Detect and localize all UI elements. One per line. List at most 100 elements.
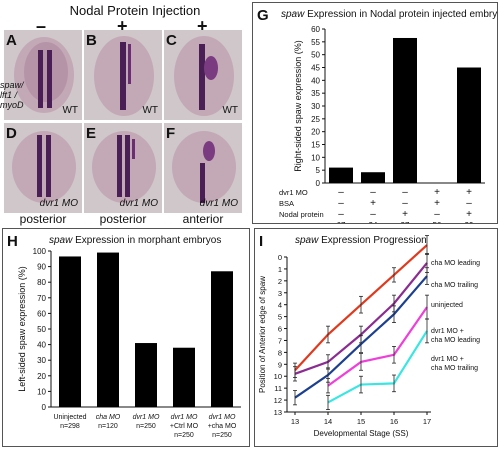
chart-g-letter: G — [257, 7, 269, 24]
i-legend-label: cha MO trailing — [431, 365, 478, 372]
h-xtick-label: cha MO — [96, 414, 121, 421]
embryo-caption2-d: posterior — [19, 212, 67, 226]
g-bar — [393, 37, 417, 183]
i-series-line — [327, 330, 428, 404]
g-ytick-label: 25 — [311, 115, 320, 124]
i-ytick-label: 3 — [278, 289, 282, 298]
g-ytick-label: 50 — [311, 51, 320, 60]
i-legend-label: cha MO trailing — [431, 282, 478, 289]
g-table-mark: 50 — [433, 221, 442, 223]
h-ytick-label: 40 — [37, 341, 46, 350]
g-table-mark: 37 — [401, 221, 410, 223]
embryo-cell-f: F dvr1 MO — [164, 123, 242, 213]
h-ytick-label: 0 — [42, 403, 47, 412]
h-xtick-label: n=250 — [212, 432, 232, 439]
h-bar — [173, 347, 195, 407]
i-legend-label: cha MO leading — [431, 337, 480, 344]
embryo-caption-a: WT — [62, 105, 78, 116]
h-xtick-label: dvr1 MO — [133, 414, 160, 421]
h-xtick-label: Uninjected — [53, 414, 86, 421]
embryo-image-e — [84, 123, 162, 213]
h-xtick-label: dvr1 MO — [209, 414, 236, 421]
g-table-mark: – — [338, 209, 344, 220]
g-table-mark: – — [338, 187, 344, 198]
i-legend-label: dvr1 MO + — [431, 356, 464, 363]
i-ytick-label: 8 — [278, 348, 282, 357]
g-ytick-label: 35 — [311, 89, 320, 98]
h-bar — [135, 343, 157, 407]
column-sign-2: + — [117, 16, 128, 36]
g-ytick-label: 40 — [311, 76, 320, 85]
embryo-letter-c: C — [166, 32, 177, 49]
g-table-mark: – — [370, 187, 376, 198]
i-ytick-label: 7 — [278, 336, 282, 345]
g-ylabel: Right-sided spaw expression (%) — [293, 40, 303, 172]
embryo-letter-b: B — [86, 32, 97, 49]
g-table-mark: – — [370, 209, 376, 220]
embryo-letter-e: E — [86, 125, 97, 142]
h-xtick-label: +Ctrl MO — [170, 423, 199, 430]
g-ytick-label: 55 — [311, 38, 320, 47]
g-table-row-label: n= — [279, 221, 288, 223]
i-ytick-label: 6 — [278, 325, 282, 334]
g-table-mark: – — [402, 198, 408, 209]
g-table-row-label: dvr1 MO — [279, 188, 308, 197]
g-ytick-label: 10 — [311, 153, 320, 162]
embryo-cell-e: E dvr1 MO — [84, 123, 162, 213]
chart-h-letter: H — [7, 233, 18, 250]
embryo-cell-c: C WT — [164, 30, 242, 120]
h-xtick-label: +cha MO — [208, 423, 237, 430]
column-sign-3: + — [197, 16, 208, 36]
g-table-mark: + — [434, 187, 440, 198]
i-xtick-label: 17 — [423, 417, 431, 426]
g-table-mark: + — [434, 198, 440, 209]
embryo-panel: Nodal Protein Injection – + + A WT B WT — [0, 0, 248, 226]
embryo-panel-title: Nodal Protein Injection — [69, 3, 201, 18]
i-ytick-label: 13 — [274, 408, 282, 417]
chart-g-title: spaw Expression in Nodal protein injecte… — [281, 9, 497, 20]
i-xlabel: Developmental Stage (SS) — [314, 429, 409, 438]
g-table-mark: + — [370, 198, 376, 209]
embryo-caption2-f: anterior — [182, 212, 224, 226]
i-xtick-label: 13 — [291, 417, 299, 426]
g-table-row-label: BSA — [279, 199, 294, 208]
g-bar — [361, 172, 385, 183]
h-ytick-label: 30 — [37, 356, 46, 365]
h-xtick-label: n=250 — [136, 423, 156, 430]
h-ytick-label: 90 — [37, 263, 46, 272]
h-ytick-label: 80 — [37, 278, 46, 287]
i-ytick-label: 10 — [274, 372, 282, 381]
g-ytick-label: 30 — [311, 102, 320, 111]
g-table-mark: – — [434, 209, 440, 220]
g-table-mark: – — [338, 198, 344, 209]
i-ytick-label: 12 — [274, 396, 282, 405]
embryo-letter-f: F — [166, 125, 176, 142]
embryo-image-a — [4, 30, 82, 120]
embryo-image-d — [4, 123, 82, 213]
g-ytick-label: 5 — [316, 166, 321, 175]
embryo-caption-d: dvr1 MO — [39, 198, 78, 209]
h-ylabel: Left-sided spaw expression (%) — [17, 266, 27, 392]
g-table-mark: 67 — [337, 221, 346, 223]
chart-h-title: spaw Expression in morphant embryos — [49, 235, 221, 246]
g-ytick-label: 45 — [311, 64, 320, 73]
embryo-caption2-e: posterior — [99, 212, 147, 226]
i-xtick-label: 14 — [324, 417, 332, 426]
i-ytick-label: 5 — [278, 313, 282, 322]
embryo-letter-a: A — [6, 32, 17, 49]
g-table-mark: + — [466, 209, 472, 220]
i-ytick-label: 2 — [278, 277, 282, 286]
h-xtick-label: dvr1 MO — [171, 414, 198, 421]
h-ytick-label: 50 — [37, 325, 46, 334]
i-ytick-label: 1 — [278, 265, 282, 274]
g-table-row-label: Nodal protein — [279, 210, 324, 219]
g-table-mark: 29 — [465, 221, 474, 223]
column-sign-1: – — [36, 16, 47, 36]
h-xtick-label: n=120 — [98, 423, 118, 430]
i-legend-label: dvr1 MO + — [431, 328, 464, 335]
g-bar — [457, 67, 481, 183]
g-ytick-label: 20 — [311, 128, 320, 137]
